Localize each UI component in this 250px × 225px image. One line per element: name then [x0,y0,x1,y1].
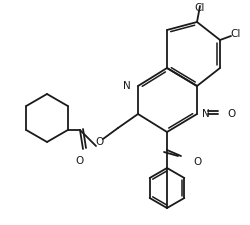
Text: O: O [226,109,234,119]
Text: Cl: Cl [194,3,204,13]
Text: N: N [201,109,209,119]
Text: N: N [123,81,130,91]
Text: O: O [76,156,84,166]
Text: O: O [192,157,200,167]
Text: Cl: Cl [230,29,240,39]
Text: O: O [96,137,104,147]
